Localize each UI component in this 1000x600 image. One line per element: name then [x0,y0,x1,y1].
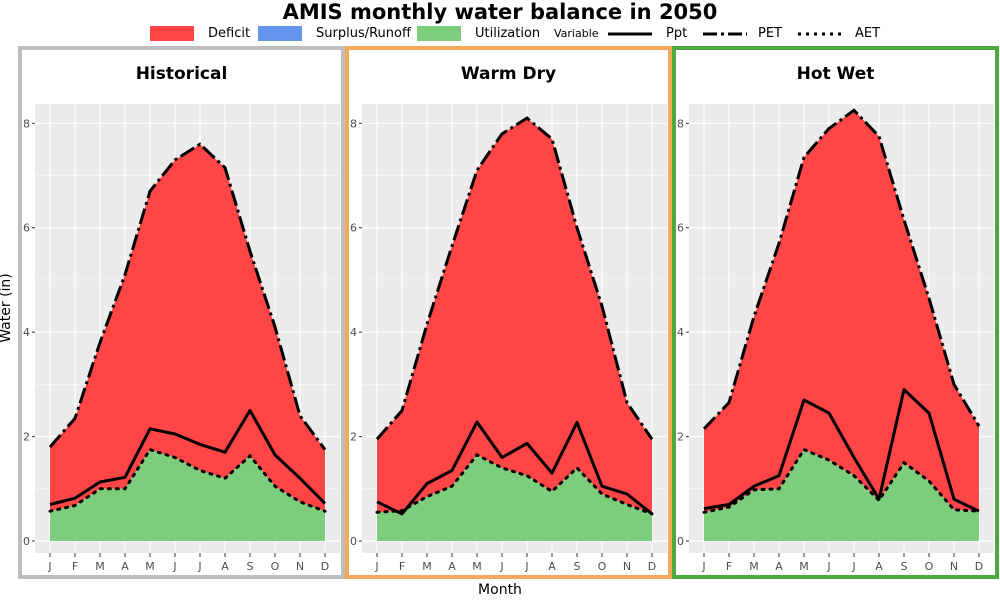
plot-warm-dry: 0 2 4 6 8 J F M A M J J A S O N D [345,46,672,579]
y-tick-label: 2 [350,431,357,444]
y-tick-label: 6 [23,222,30,235]
pet-line [375,116,654,441]
x-tick-label: N [296,560,304,573]
aet-line [48,447,327,513]
legend-label-ppt: Ppt [666,26,688,41]
x-tick-label: D [648,560,656,573]
x-tick-label: F [726,560,732,573]
panel-title-historical: Historical [135,64,228,84]
x-tick-label: J [47,560,51,573]
x-tick-label: D [321,560,329,573]
panel-title-warm-dry: Warm Dry [460,64,557,84]
x-tick-label: O [271,560,280,573]
ppt-line [49,409,327,506]
y-tick-label: 6 [677,222,684,235]
x-tick-label: O [925,560,934,573]
x-tick-label: A [548,560,556,573]
legend: Deficit Surplus/Runoff Utilization Varia… [0,24,1000,44]
y-tick-label: 8 [350,117,357,130]
panel-title-hot-wet: Hot Wet [796,64,875,84]
legend-swatch-deficit [150,26,194,41]
panel-hot-wet: 0 2 4 6 8 J F M A M J J A S O N D Hot Wet [672,46,999,579]
ppt-line [376,420,653,516]
x-tick-label: N [950,560,958,573]
panel-historical: 0 2 4 6 8 J F M A M J J A S O N D Historical [18,46,345,579]
x-tick-label: M [145,560,155,573]
deficit-area [704,110,979,513]
y-tick-label: 0 [23,535,30,548]
legend-label-utilization: Utilization [475,26,541,41]
chart-title: AMIS monthly water balance in 2050 [282,0,718,24]
y-axis-label: Water (in) [0,273,14,343]
legend-key-aet [798,32,842,36]
y-tick-label: 2 [23,431,30,444]
x-tick-label: S [574,560,581,573]
y-tick-label: 8 [677,117,684,130]
x-tick-label: A [448,560,456,573]
pet-line [702,108,981,430]
plot-historical: 0 2 4 6 8 J F M A M J J A S O N D [18,46,345,579]
legend-label-pet: PET [758,26,782,41]
legend-key-pet [703,32,747,36]
x-tick-label: O [598,560,607,573]
legend-key-ppt [608,32,652,36]
y-tick-label: 4 [677,326,684,339]
legend-label-deficit: Deficit [208,26,251,41]
legend-swatch-surplus [258,26,302,41]
x-tick-label: J [851,560,855,573]
x-tick-label: N [623,560,631,573]
x-axis-label: Month [478,582,522,598]
x-tick-label: F [399,560,405,573]
x-tick-label: J [499,560,503,573]
utilization-area [704,449,979,541]
ppt-line [703,388,980,513]
x-tick-label: D [975,560,983,573]
x-tick-label: F [72,560,78,573]
utilization-area [50,449,325,541]
x-tick-label: A [775,560,783,573]
x-tick-label: J [524,560,528,573]
x-tick-label: M [422,560,432,573]
plot-hot-wet: 0 2 4 6 8 J F M A M J J A S O N D [672,46,999,579]
x-tick-label: S [901,560,908,573]
x-tick-label: J [172,560,176,573]
aet-line [702,447,981,514]
legend-variable-title: Variable [554,27,599,40]
y-tick-label: 0 [350,535,357,548]
x-tick-label: M [799,560,809,573]
deficit-area [377,118,652,514]
x-tick-label: A [221,560,229,573]
x-tick-label: J [197,560,201,573]
x-tick-label: M [472,560,482,573]
y-tick-label: 8 [23,117,30,130]
y-tick-label: 2 [677,431,684,444]
y-tick-label: 4 [23,326,30,339]
legend-swatch-utilization [417,26,461,41]
x-tick-label: A [875,560,883,573]
x-tick-label: M [749,560,759,573]
y-tick-label: 6 [350,222,357,235]
legend-label-surplus: Surplus/Runoff [316,26,411,41]
aet-line [375,453,654,516]
legend-label-aet: AET [855,26,881,41]
panel-warm-dry: 0 2 4 6 8 J F M A M J J A S O N D Warm Dry [345,46,672,579]
x-tick-label: A [121,560,129,573]
x-tick-label: J [701,560,705,573]
y-tick-label: 4 [350,326,357,339]
x-tick-label: J [826,560,830,573]
x-tick-label: S [247,560,254,573]
x-tick-label: M [95,560,105,573]
x-tick-label: J [374,560,378,573]
y-tick-label: 0 [677,535,684,548]
pet-line [48,142,327,451]
